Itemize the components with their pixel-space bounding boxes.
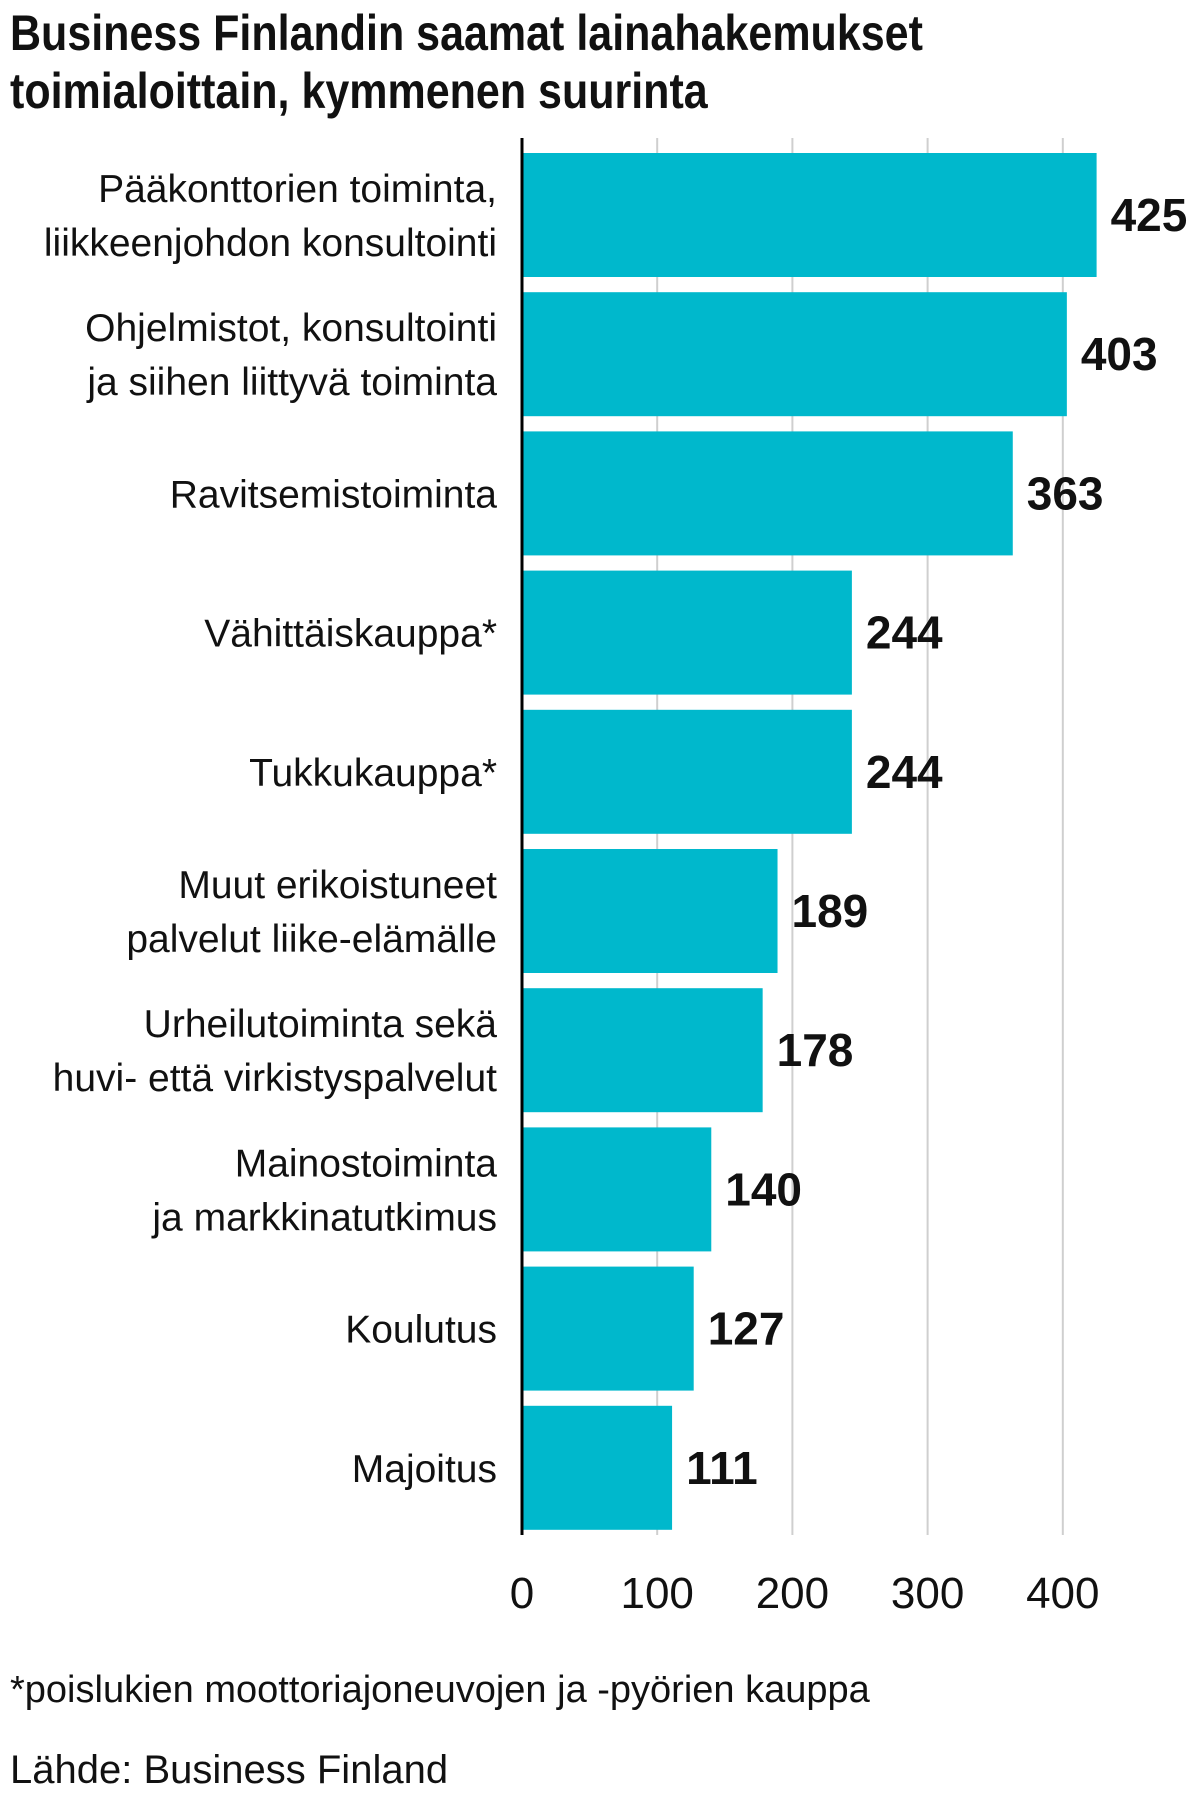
x-tick-label-400: 400: [1026, 1569, 1099, 1618]
value-label-4: 244: [866, 746, 943, 798]
category-label-6-0: Urheilutoiminta sekä: [144, 1003, 498, 1046]
value-label-9: 111: [686, 1442, 758, 1494]
bars: [522, 153, 1097, 1530]
bar-8: [522, 1266, 694, 1391]
value-label-1: 403: [1081, 328, 1158, 380]
category-label-2-0: Ravitsemistoiminta: [170, 473, 498, 516]
category-label-8-0: Koulutus: [345, 1309, 497, 1352]
x-axis: 0 100 200 300 400: [510, 138, 1100, 1618]
x-tick-label-100: 100: [620, 1569, 693, 1618]
bar-6: [522, 988, 763, 1113]
x-tick-label-200: 200: [756, 1569, 829, 1618]
bar-4: [522, 709, 852, 834]
category-label-6-1: huvi- että virkistyspalvelut: [53, 1057, 497, 1100]
value-labels: 425 403 363 244 244 189 178 140 127 111: [686, 189, 1187, 1494]
value-label-6: 178: [777, 1024, 854, 1076]
value-label-8: 127: [708, 1303, 785, 1355]
category-label-7-1: ja markkinatutkimus: [151, 1196, 497, 1239]
category-label-9-0: Majoitus: [352, 1448, 497, 1491]
category-label-7-0: Mainostoiminta: [235, 1142, 498, 1185]
category-label-4-0: Tukkukauppa*: [249, 752, 497, 795]
bar-9: [522, 1405, 673, 1530]
chart-title-line-2: toimialoittain, kymmenen suurinta: [10, 63, 708, 119]
bar-chart: Pääkonttorien toiminta, liikkeenjohdon ko…: [44, 138, 1187, 1618]
bar-5: [522, 849, 778, 973]
value-label-7: 140: [725, 1163, 802, 1215]
category-label-3-0: Vähittäiskauppa*: [204, 613, 497, 656]
category-label-5-1: palvelut liike-elämälle: [126, 918, 497, 961]
bar-3: [522, 570, 852, 695]
category-label-5-0: Muut erikoistuneet: [178, 864, 497, 907]
bar-7: [522, 1127, 712, 1252]
bar-2: [522, 431, 1013, 556]
category-label-0-1: liikkeenjohdon konsultointi: [44, 222, 497, 265]
chart-title-line-1: Business Finlandin saamat lainahakemukse…: [10, 5, 923, 61]
chart-title: Business Finlandin saamat lainahakemukse…: [10, 4, 1008, 120]
category-label-1-1: ja siihen liittyvä toiminta: [86, 361, 497, 404]
category-label-1-0: Ohjelmistot, konsultointi: [85, 307, 497, 350]
category-label-0-0: Pääkonttorien toiminta,: [98, 168, 497, 211]
bar-0: [522, 153, 1097, 277]
value-label-2: 363: [1027, 467, 1104, 519]
bar-1: [522, 292, 1067, 417]
x-tick-label-0: 0: [510, 1569, 534, 1618]
value-label-5: 189: [792, 885, 869, 937]
value-label-3: 244: [866, 607, 943, 659]
footnote: *poislukien moottoriajoneuvojen ja -pyör…: [10, 1669, 870, 1711]
category-labels: Pääkonttorien toiminta, liikkeenjohdon ko…: [44, 168, 497, 1491]
x-tick-label-300: 300: [891, 1569, 964, 1618]
source-note: Lähde: Business Finland: [10, 1748, 449, 1792]
value-label-0: 425: [1111, 189, 1188, 241]
